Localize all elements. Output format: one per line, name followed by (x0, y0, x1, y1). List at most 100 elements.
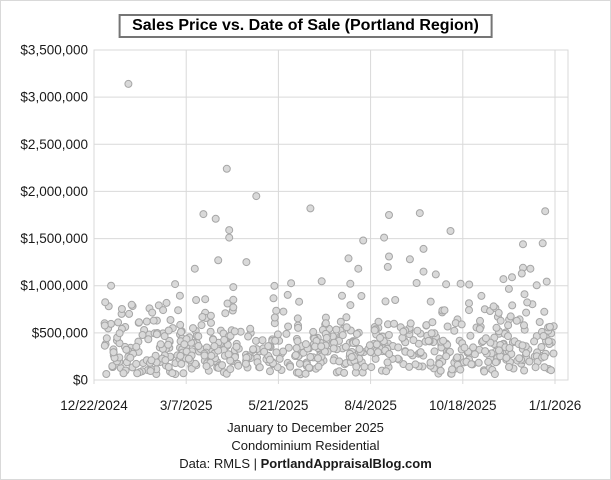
x-tick-label: 8/4/2025 (344, 398, 397, 413)
data-point (232, 342, 241, 351)
data-point (426, 297, 435, 306)
data-point (531, 363, 540, 372)
data-point (114, 318, 123, 327)
data-point (424, 336, 433, 345)
data-point (477, 291, 486, 300)
data-point (450, 326, 459, 335)
data-point (295, 359, 304, 368)
y-tick-label: $2,500,000 (20, 137, 88, 152)
data-point (176, 320, 185, 329)
data-point-notable (517, 269, 526, 278)
data-point (504, 332, 512, 341)
data-point (229, 283, 238, 292)
data-point (484, 357, 493, 366)
x-tick-label: 1/1/2026 (529, 398, 582, 413)
data-point (269, 294, 278, 303)
data-point (426, 358, 435, 367)
data-point (532, 281, 541, 290)
data-point (117, 305, 126, 313)
data-point (374, 317, 383, 326)
data-point (218, 361, 227, 370)
data-point (547, 366, 555, 375)
y-tick-label: $500,000 (32, 325, 88, 340)
data-point (107, 281, 116, 290)
data-point (221, 309, 230, 318)
data-point (126, 353, 135, 362)
data-point (352, 330, 361, 338)
data-point (494, 308, 503, 317)
data-point (435, 359, 444, 368)
data-point (255, 363, 264, 372)
data-point (542, 277, 551, 286)
data-point (149, 316, 158, 325)
data-point (518, 341, 527, 350)
data-point (207, 351, 216, 360)
data-point (176, 351, 185, 360)
data-point (490, 370, 499, 379)
data-point (306, 353, 315, 361)
y-tick-label: $2,000,000 (20, 184, 88, 199)
data-point (226, 365, 235, 374)
data-point (465, 280, 474, 289)
data-point (301, 340, 310, 349)
data-point (394, 343, 403, 352)
y-tick-label: $3,500,000 (20, 43, 88, 58)
data-point (223, 299, 232, 308)
data-point (495, 346, 503, 355)
data-point (416, 348, 425, 357)
x-tick-label: 12/22/2024 (60, 398, 128, 413)
data-point (367, 363, 376, 372)
data-point (522, 349, 531, 358)
data-point (270, 313, 279, 322)
data-point (515, 354, 524, 363)
x-tick-label: 5/21/2025 (248, 398, 308, 413)
data-point (284, 343, 293, 352)
caption-source-site: PortlandAppraisalBlog.com (260, 456, 432, 471)
data-point (406, 319, 415, 328)
data-point (448, 365, 457, 374)
data-point (266, 367, 274, 376)
data-point (456, 279, 465, 288)
data-point (338, 331, 347, 340)
data-point (246, 324, 255, 333)
data-point (336, 317, 345, 326)
data-point (502, 353, 511, 362)
data-point (164, 363, 173, 371)
data-point (144, 335, 153, 344)
data-point-notable (380, 233, 389, 242)
data-point (272, 306, 281, 315)
data-point (372, 340, 381, 349)
data-point (382, 367, 391, 376)
data-point-notable (124, 79, 133, 88)
data-point (385, 350, 394, 358)
data-point (209, 335, 218, 344)
data-point (314, 362, 323, 371)
data-point (125, 309, 134, 318)
data-point (168, 369, 177, 378)
data-point (260, 347, 269, 356)
data-point (162, 298, 171, 307)
y-tick-label: $3,000,000 (20, 90, 88, 105)
data-point (504, 284, 513, 293)
data-point (291, 351, 300, 360)
data-point (206, 311, 215, 320)
x-tick-label: 3/7/2025 (160, 398, 213, 413)
data-point (119, 369, 128, 378)
data-point (340, 368, 349, 377)
data-point (539, 332, 548, 340)
data-point (457, 320, 466, 329)
y-tick-label: $0 (73, 373, 88, 388)
data-point (283, 290, 292, 299)
data-point (160, 332, 169, 341)
data-point (374, 348, 382, 357)
data-point (520, 290, 529, 299)
data-point (476, 316, 484, 325)
data-point (132, 342, 141, 351)
data-point (525, 357, 534, 366)
data-point (522, 308, 531, 317)
data-point (287, 279, 296, 288)
data-point (229, 303, 238, 312)
data-point-notable (225, 226, 234, 235)
data-point (466, 331, 475, 340)
data-point (309, 327, 318, 336)
